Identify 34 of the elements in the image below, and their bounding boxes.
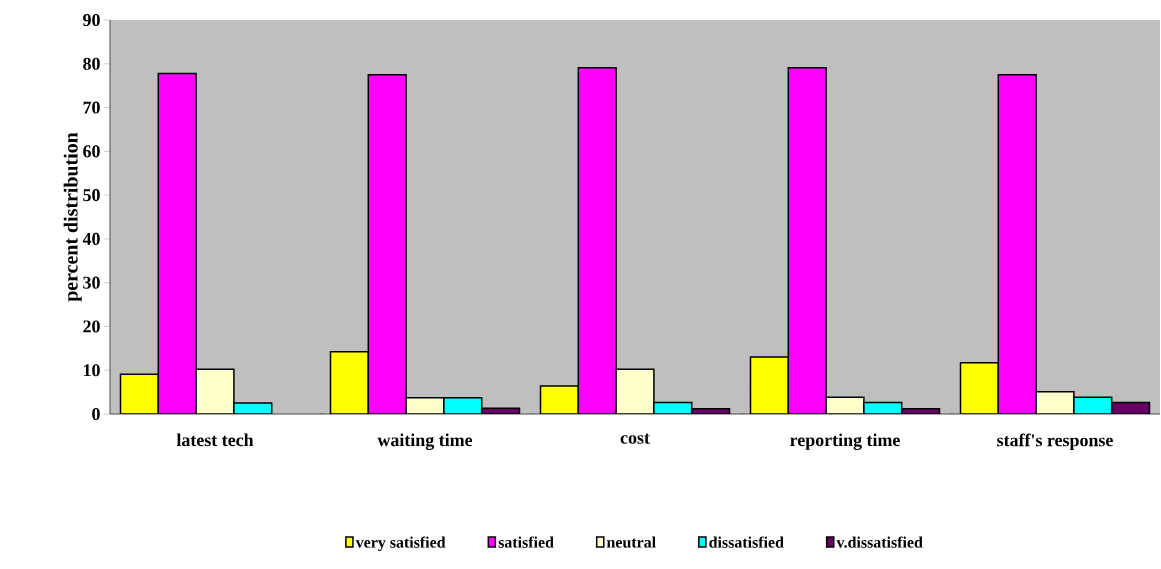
y-tick-label: 20: [83, 320, 100, 333]
y-tick-label: 80: [83, 57, 100, 70]
x-tick-label: cost: [620, 433, 650, 444]
x-tick-label: staff's response: [997, 433, 1113, 450]
y-tick-label: 70: [83, 101, 100, 114]
legend-label: neutral: [606, 536, 656, 548]
legend-label: v.dissatisfied: [836, 536, 923, 548]
legend-label: satisfied: [498, 536, 554, 548]
bar: [157, 72, 197, 414]
y-tick-label: 10: [83, 364, 100, 377]
bar: [577, 66, 617, 414]
bar: [997, 73, 1037, 414]
legend-label: dissatisfied: [709, 536, 784, 548]
y-tick-label: 0: [92, 407, 100, 421]
y-axis-title: percent distribution: [63, 132, 82, 302]
bar: [749, 356, 790, 414]
legend-label: very satisfied: [355, 536, 446, 552]
bar: [195, 368, 235, 414]
y-tick-label: 50: [83, 189, 100, 202]
bar: [959, 362, 1000, 414]
bar: [329, 351, 370, 414]
bar: [1035, 390, 1075, 414]
x-tick-label: reporting time: [790, 433, 900, 450]
x-tick-label: latest tech: [176, 433, 254, 447]
bar: [367, 73, 407, 414]
bar: [787, 66, 827, 414]
y-tick-label: 60: [83, 145, 100, 158]
bar: [119, 373, 160, 414]
y-tick-label: 90: [83, 13, 100, 27]
x-tick-label: waiting time: [377, 433, 473, 450]
y-tick-label: 30: [83, 276, 100, 289]
bar: [539, 385, 580, 414]
y-tick-label: 40: [82, 232, 100, 245]
bar: [615, 368, 655, 414]
